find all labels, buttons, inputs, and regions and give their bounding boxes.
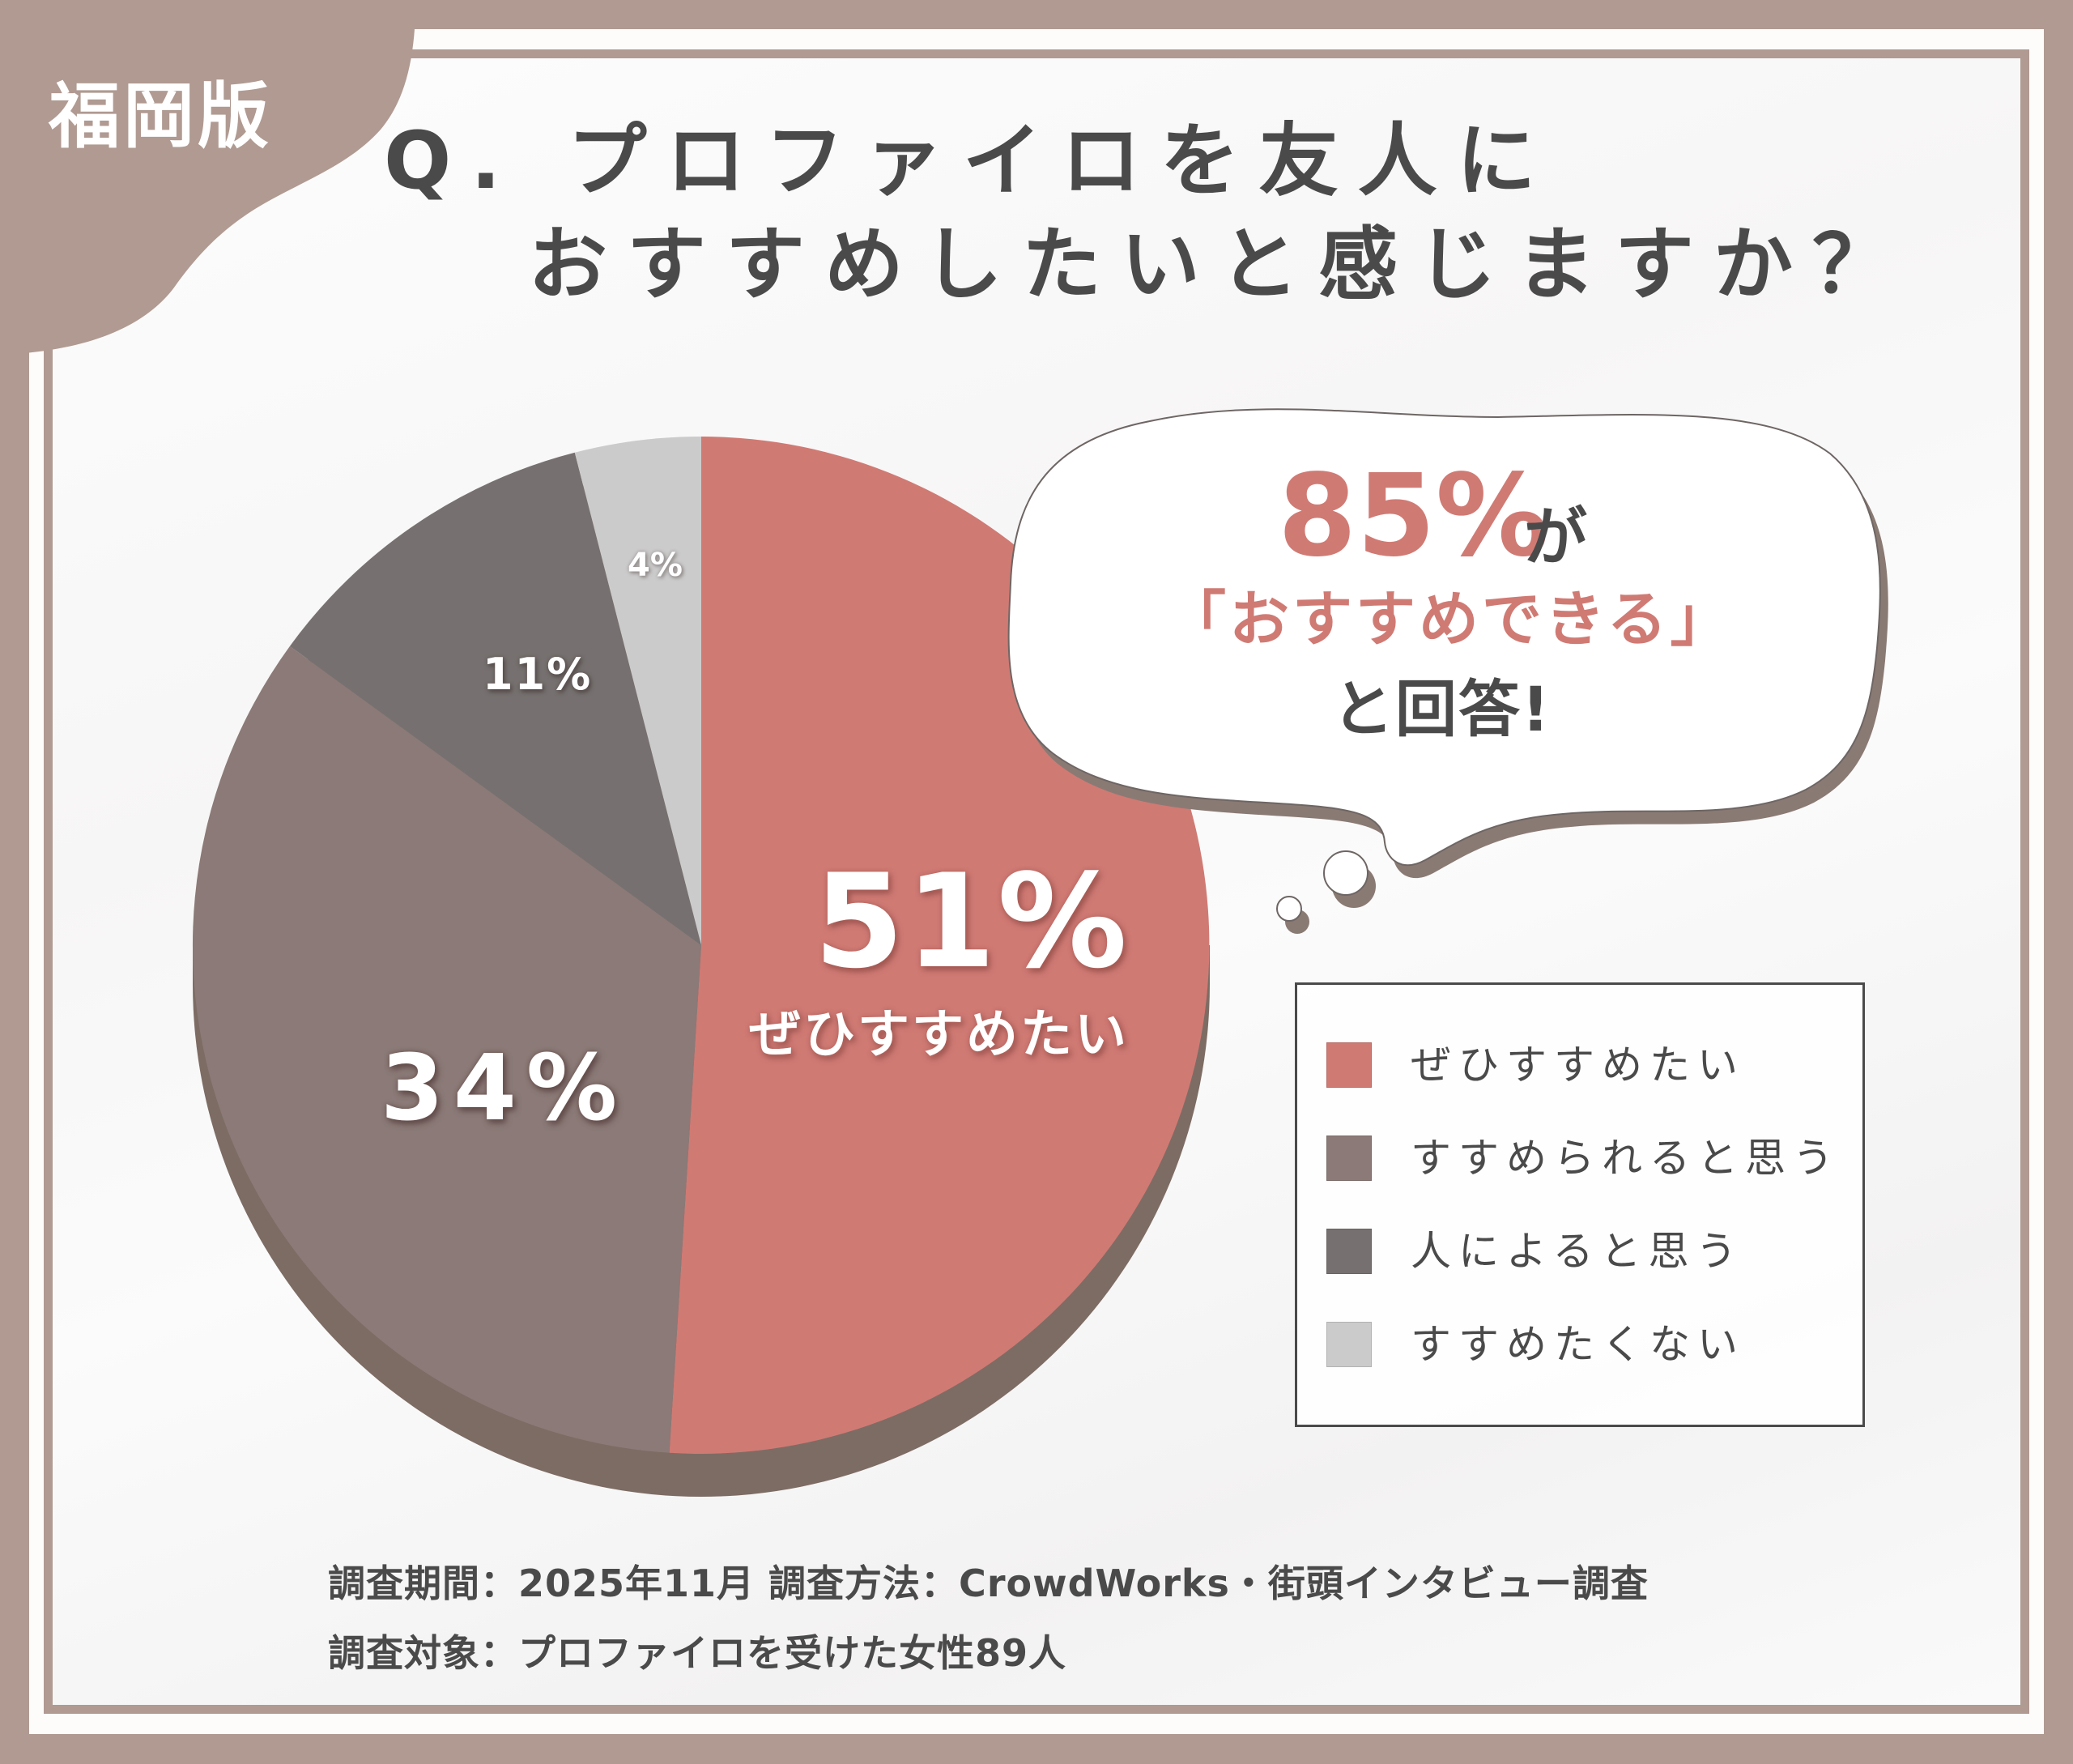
survey-period-method: 調査期間：2025年11月 調査方法：CrowdWorks・街頭インタビュー調査 (328, 1562, 1649, 1605)
region-badge: 福岡版 (49, 75, 273, 158)
legend-swatch (1326, 1228, 1372, 1274)
callout-percent: 85% (1278, 450, 1550, 582)
callout-answer: と回答! (1332, 673, 1552, 745)
legend-swatch (1326, 1135, 1372, 1181)
callout-quote: 「おすすめできる」 (1166, 585, 1734, 654)
pie-slice-would-not-recommend (574, 437, 701, 945)
legend-label: すすめられると思う (1411, 1134, 1841, 1182)
legend-label: すすめたくない (1411, 1320, 1745, 1368)
pie-slice-could-recommend (192, 646, 702, 1453)
slice-caption-51: ぜひすすめたい (749, 1005, 1129, 1065)
chart-legend: ぜひすすめたい すすめられると思う 人によると思う すすめたくない (1295, 982, 1865, 1427)
legend-item-strongly-recommend: ぜひすすめたい (1326, 1042, 1745, 1088)
legend-item-depends-on-person: 人によると思う (1326, 1228, 1744, 1274)
question-title-line1: Q. プロファイロを友人に (384, 115, 1556, 207)
legend-swatch (1326, 1042, 1372, 1088)
survey-target: 調査対象：プロファイロを受けた女性89人 (328, 1631, 1067, 1675)
pie-slice-depends-on-person (289, 452, 701, 945)
bubble-dot-large (1323, 850, 1369, 896)
callout-particle: が (1524, 501, 1588, 574)
legend-label: 人によると思う (1411, 1227, 1744, 1275)
legend-swatch (1326, 1321, 1372, 1367)
legend-item-would-not-recommend: すすめたくない (1326, 1321, 1745, 1367)
slice-label-51: 51% (814, 846, 1129, 997)
bubble-dot-small (1276, 896, 1302, 922)
legend-label: ぜひすすめたい (1411, 1041, 1745, 1089)
question-title-line2: おすすめしたいと感じますか？ (528, 219, 1912, 311)
legend-item-could-recommend: すすめられると思う (1326, 1135, 1841, 1181)
slice-label-34: 34% (381, 1036, 628, 1141)
bubble-body (1007, 408, 1881, 866)
slice-label-11: 11% (483, 649, 593, 700)
slice-label-4: 4% (628, 547, 683, 584)
